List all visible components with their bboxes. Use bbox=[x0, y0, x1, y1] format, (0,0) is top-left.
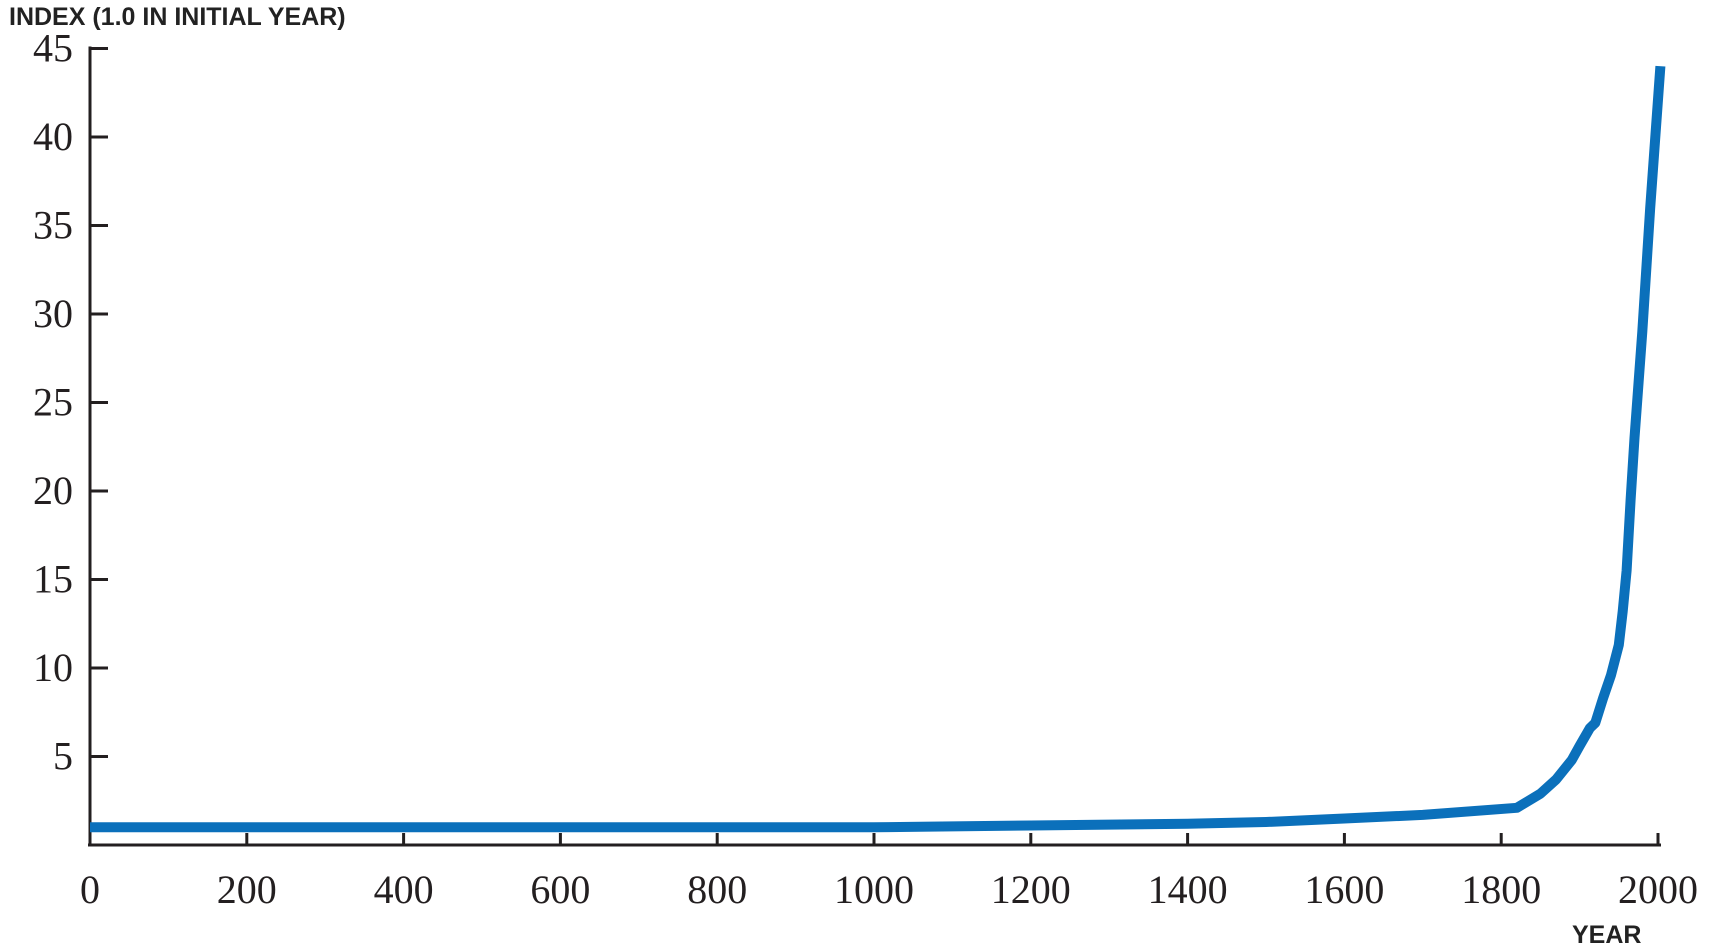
y-axis-title: INDEX (1.0 IN INITIAL YEAR) bbox=[9, 3, 346, 31]
axes bbox=[88, 46, 1661, 847]
x-tick-label: 800 bbox=[687, 867, 747, 912]
series-layer bbox=[90, 65, 1666, 833]
x-tick-label: 2000 bbox=[1618, 867, 1698, 912]
x-tick-label: 1800 bbox=[1461, 867, 1541, 912]
x-tick-label: 1400 bbox=[1148, 867, 1228, 912]
ticks: 5 10 15 20 25 30 35 40 45 0 200 400 600 800 1000 1200 14… bbox=[33, 26, 1698, 913]
x-axis-title: YEAR bbox=[1572, 921, 1641, 949]
x-tick-label: 1000 bbox=[834, 867, 914, 912]
x-tick-label: 0 bbox=[80, 867, 100, 912]
series-line-0 bbox=[90, 65, 1666, 833]
y-tick-label: 30 bbox=[33, 291, 73, 336]
y-tick-label: 40 bbox=[33, 114, 73, 159]
x-tick-label: 1200 bbox=[991, 867, 1071, 912]
x-tick-label: 400 bbox=[374, 867, 434, 912]
x-tick-label: 200 bbox=[217, 867, 277, 912]
y-tick-label: 15 bbox=[33, 557, 73, 602]
y-tick-label: 5 bbox=[53, 734, 73, 779]
x-tick-label: 1600 bbox=[1304, 867, 1384, 912]
y-tick-label: 10 bbox=[33, 645, 73, 690]
y-tick-label: 20 bbox=[33, 468, 73, 513]
x-tick-label: 600 bbox=[530, 867, 590, 912]
y-tick-label: 25 bbox=[33, 380, 73, 425]
y-tick-label: 35 bbox=[33, 203, 73, 248]
y-tick-label: 45 bbox=[33, 26, 73, 71]
